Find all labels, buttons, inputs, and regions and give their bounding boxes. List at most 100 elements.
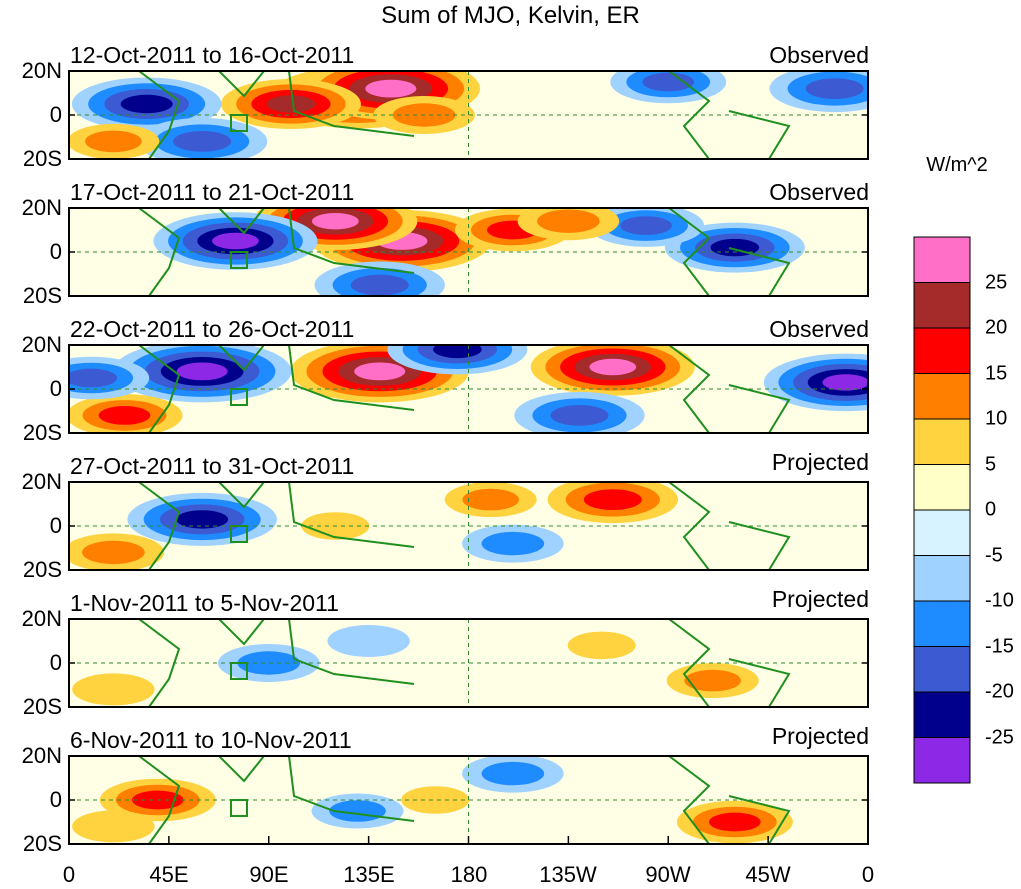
colorbar-swatch <box>913 373 971 420</box>
x-tick-label: 90E <box>249 862 289 887</box>
coastline <box>138 71 181 159</box>
coastline <box>668 619 711 707</box>
coastline <box>728 521 791 570</box>
y-tick-label: 20S <box>22 283 62 308</box>
map-panel-3 <box>69 345 868 433</box>
panel-2-date: 17-Oct-2011 to 21-Oct-2011 <box>70 179 355 205</box>
panel-4-date: 27-Oct-2011 to 31-Oct-2011 <box>70 453 355 479</box>
colorbar-swatch <box>913 327 971 374</box>
x-tick-label: 45W <box>745 862 791 887</box>
y-tick-label: 0 <box>49 513 62 538</box>
contour-feature <box>212 232 259 250</box>
colorbar-label: 10 <box>985 407 1008 430</box>
contour-feature <box>805 78 864 99</box>
coastline <box>668 756 711 844</box>
contour-feature <box>311 213 359 230</box>
colorbar-swatch <box>913 691 971 738</box>
contour-feature <box>176 510 229 529</box>
contour-feature <box>620 216 672 236</box>
colorbar-swatch <box>913 737 971 784</box>
y-tick-label: 20N <box>21 743 62 768</box>
panel-6-date: 6-Nov-2011 to 10-Nov-2011 <box>70 727 352 753</box>
colorbar-units-label: W/m^2 <box>926 154 988 176</box>
reference-box <box>230 114 248 132</box>
coastline <box>138 208 181 296</box>
coastline <box>288 345 415 411</box>
panel-2-status: Observed <box>769 179 869 205</box>
contour-feature <box>82 540 145 565</box>
contour-feature <box>642 72 695 92</box>
reference-box <box>230 525 248 543</box>
colorbar-label: 25 <box>985 271 1008 293</box>
contour-feature <box>684 669 741 692</box>
map-panel-5 <box>69 619 868 707</box>
coastline <box>728 110 791 159</box>
coastline <box>288 756 415 822</box>
coastline <box>138 619 181 707</box>
y-tick-label: 20S <box>22 146 62 171</box>
reference-box <box>230 251 248 269</box>
panel-1-status: Observed <box>769 42 869 68</box>
map-panel-6 <box>69 756 868 844</box>
x-tick-label: 135E <box>343 862 395 887</box>
y-tick-label: 20N <box>21 606 62 631</box>
y-tick-label: 20S <box>22 557 62 582</box>
coastline <box>218 345 265 372</box>
colorbar-swatch <box>913 282 971 329</box>
chart-title: Sum of MJO, Kelvin, ER <box>381 2 640 29</box>
panel-1-date: 12-Oct-2011 to 16-Oct-2011 <box>70 42 355 68</box>
coastline <box>668 482 711 570</box>
panel-5-date: 1-Nov-2011 to 5-Nov-2011 <box>70 590 339 616</box>
contour-feature <box>237 651 301 675</box>
reference-box <box>230 799 248 817</box>
panel-5-status: Projected <box>771 586 869 612</box>
y-tick-label: 20N <box>21 58 62 83</box>
contour-feature <box>550 405 609 426</box>
contour-feature <box>69 368 117 388</box>
reference-box <box>230 388 248 406</box>
contour-feature <box>72 673 155 706</box>
colorbar-swatch <box>913 646 971 693</box>
x-tick-label: 180 <box>450 862 488 887</box>
coastline <box>728 247 791 296</box>
reference-box <box>230 662 248 680</box>
contour-feature <box>481 761 545 786</box>
coastline <box>218 482 265 509</box>
y-tick-label: 20S <box>22 420 62 445</box>
x-tick-label: 45E <box>149 862 189 887</box>
coastline <box>728 795 791 844</box>
x-tick-label: 0 <box>62 862 76 887</box>
map-panel-4 <box>69 482 868 570</box>
coastline <box>138 345 181 433</box>
panel-4-status: Projected <box>771 449 869 475</box>
map-panel-1 <box>69 71 868 159</box>
colorbar-label: -15 <box>985 635 1014 657</box>
map-panel-2 <box>69 208 868 296</box>
coastline <box>288 208 415 274</box>
y-tick-label: 0 <box>49 787 62 812</box>
coastline <box>288 71 415 137</box>
coastline <box>728 658 791 707</box>
contour-feature <box>98 406 151 425</box>
panel-6-status: Projected <box>771 723 869 749</box>
y-tick-label: 20N <box>21 195 62 220</box>
x-tick-label: 0 <box>861 862 875 887</box>
coastline <box>218 71 265 98</box>
contour-feature <box>365 79 417 98</box>
coastline <box>218 619 265 646</box>
colorbar-label: -25 <box>985 726 1014 748</box>
colorbar-swatch <box>913 464 971 511</box>
colorbar-label: -20 <box>985 680 1014 703</box>
contour-feature <box>173 131 232 152</box>
colorbar-swatch <box>913 555 971 602</box>
coastline <box>138 756 181 844</box>
y-tick-label: 20N <box>21 332 62 357</box>
colorbar-swatch <box>913 236 971 283</box>
y-tick-label: 0 <box>49 650 62 675</box>
coastline <box>728 384 791 433</box>
panel-3-date: 22-Oct-2011 to 26-Oct-2011 <box>70 316 355 342</box>
colorbar-label: 15 <box>985 362 1008 384</box>
colorbar-swatch <box>913 600 971 647</box>
contour-feature <box>401 786 470 814</box>
